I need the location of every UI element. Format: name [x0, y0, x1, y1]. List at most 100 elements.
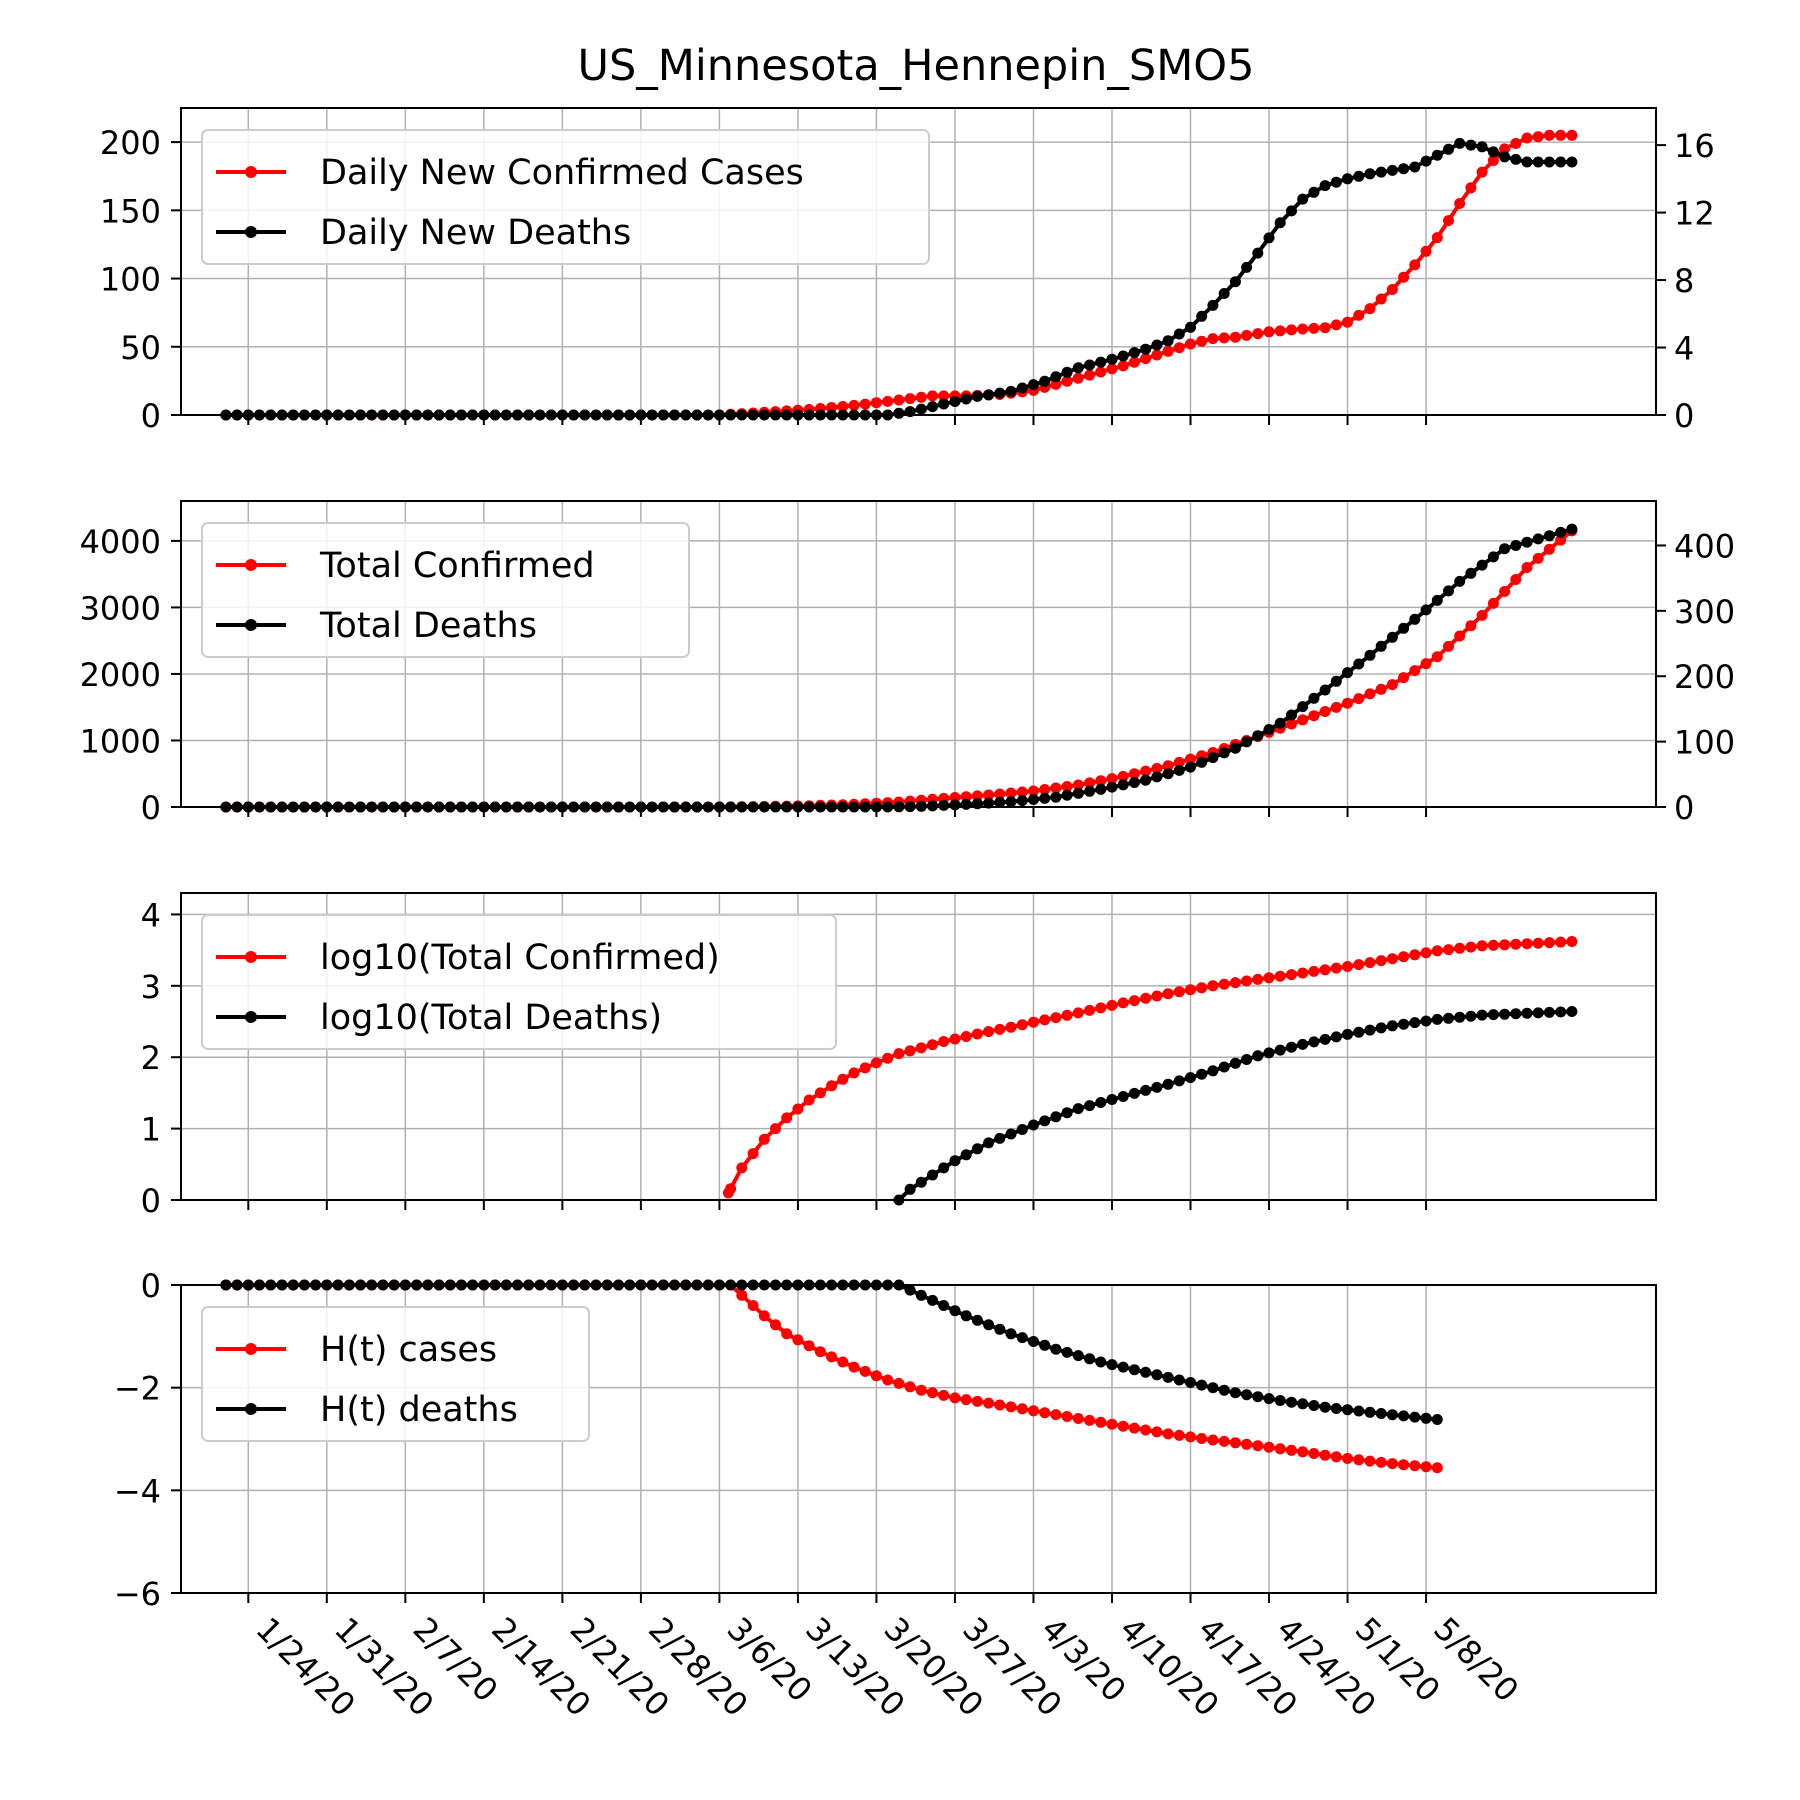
data-point — [1420, 1461, 1432, 1473]
data-point — [1072, 372, 1084, 384]
axes-frame — [180, 1284, 1657, 1594]
data-point — [1207, 1434, 1219, 1446]
legend-marker — [245, 1343, 257, 1355]
data-point — [1386, 631, 1398, 643]
legend-marker — [245, 1403, 257, 1415]
data-point — [1342, 173, 1353, 185]
data-point — [1308, 692, 1320, 704]
data-point — [1443, 215, 1454, 227]
data-point — [1386, 164, 1398, 176]
data-point — [1016, 382, 1028, 394]
data-point — [1409, 1017, 1421, 1029]
data-point — [1084, 777, 1096, 789]
data-point — [1375, 683, 1387, 695]
data-point — [893, 407, 905, 419]
data-point — [1555, 129, 1567, 141]
data-point — [1140, 992, 1152, 1004]
data-point — [938, 398, 950, 410]
data-point — [1207, 1065, 1219, 1077]
data-point — [1151, 349, 1163, 361]
legend-label: H(t) deaths — [320, 1390, 518, 1430]
data-point — [960, 393, 972, 405]
data-point — [1173, 756, 1185, 768]
data-point — [848, 399, 860, 411]
data-point — [1061, 1107, 1073, 1119]
data-point — [1319, 706, 1331, 717]
data-point — [1106, 773, 1118, 785]
data-point — [1039, 375, 1051, 387]
data-point — [1353, 959, 1365, 971]
series-line — [897, 1009, 1572, 1202]
data-point — [781, 1328, 793, 1340]
data-point — [1364, 168, 1376, 180]
data-point — [1443, 143, 1454, 155]
data-point — [1431, 945, 1443, 957]
data-point — [1308, 186, 1320, 198]
data-point — [1431, 651, 1443, 663]
data-point — [1106, 1094, 1118, 1105]
legend-marker — [245, 619, 257, 631]
data-point — [1342, 1404, 1353, 1416]
data-point — [1039, 1407, 1051, 1419]
data-point — [915, 391, 927, 403]
y-tick-label-left: 150 — [100, 192, 161, 230]
data-point — [1465, 1010, 1477, 1022]
data-point — [1532, 156, 1544, 168]
y-tick-label-right: 300 — [1674, 593, 1735, 631]
data-point — [1308, 1448, 1320, 1459]
data-point — [1398, 1459, 1410, 1471]
y-tick-label-left: 3000 — [80, 589, 161, 627]
data-point — [1151, 339, 1163, 351]
data-point — [893, 394, 905, 406]
data-point — [1521, 156, 1533, 168]
data-point — [994, 1023, 1006, 1035]
data-point — [1297, 1038, 1309, 1050]
data-point — [736, 1289, 748, 1301]
data-point — [1566, 936, 1578, 947]
data-point — [1487, 939, 1499, 951]
data-point — [1476, 940, 1488, 952]
data-point — [1274, 970, 1286, 982]
data-point — [1543, 937, 1555, 949]
data-point — [1061, 1009, 1073, 1021]
legend-label: H(t) cases — [320, 1330, 497, 1370]
data-point — [1128, 768, 1140, 780]
data-point — [882, 1052, 894, 1064]
data-point — [1095, 366, 1107, 378]
data-point — [1398, 1410, 1410, 1422]
data-point — [1263, 1393, 1275, 1405]
data-point — [1364, 1024, 1376, 1036]
data-point — [1330, 1403, 1342, 1414]
data-point — [1353, 1026, 1365, 1038]
panel-log: 0 1 2 3 4 log10(Total Confirmed) log10(Total D… — [141, 892, 1657, 1220]
data-point — [1487, 155, 1499, 166]
y-tick-label-left: 0 — [141, 789, 161, 827]
data-point — [1443, 640, 1454, 652]
data-point — [1162, 1428, 1174, 1440]
data-point — [893, 1377, 905, 1389]
data-point — [1106, 353, 1118, 365]
data-point — [1218, 288, 1230, 299]
data-point — [1185, 1431, 1196, 1443]
data-point — [1016, 1124, 1028, 1135]
panel-total: 0 1000 2000 3000 4000 0 100 200 300 400 Total Conf… — [80, 500, 1735, 827]
data-point — [882, 1374, 894, 1386]
y-tick-label-left: 1000 — [80, 722, 161, 760]
chart-title: US_Minnesota_Hennepin_SMO5 — [577, 41, 1254, 91]
y-tick-label-right: 100 — [1674, 724, 1735, 762]
data-point — [1162, 760, 1174, 772]
data-point — [1510, 153, 1522, 165]
data-point — [1084, 785, 1096, 797]
data-point — [1263, 232, 1275, 244]
data-point — [1510, 138, 1522, 149]
data-point — [1173, 1374, 1185, 1386]
data-point — [994, 1399, 1006, 1411]
legend-box — [201, 522, 690, 658]
data-point — [792, 1103, 804, 1115]
data-point — [1173, 1429, 1185, 1441]
data-point — [1241, 975, 1253, 987]
data-point — [1218, 978, 1230, 990]
data-point — [1084, 1414, 1096, 1426]
data-point — [1353, 693, 1365, 705]
data-point — [1128, 1364, 1140, 1376]
